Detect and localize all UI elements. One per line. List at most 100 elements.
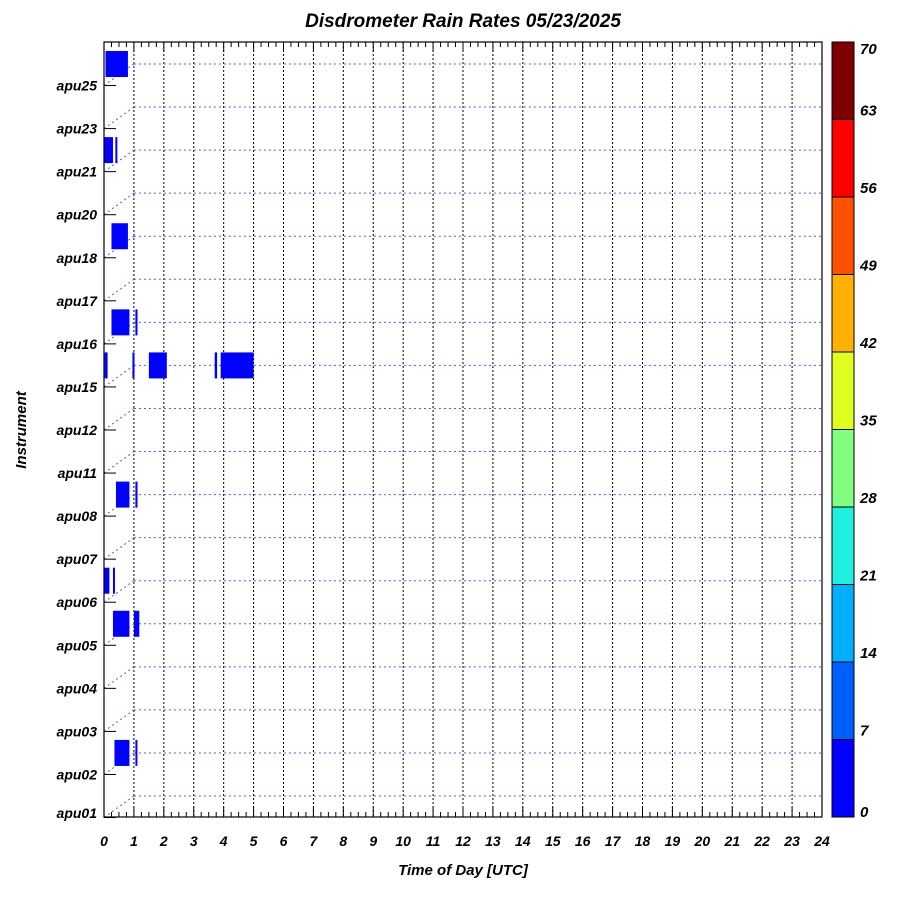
y-tick-label: apu08 (57, 508, 98, 524)
rain-event-bar (135, 739, 138, 766)
x-tick-label: 18 (635, 833, 651, 849)
colorbar-segment (832, 197, 854, 275)
grid-line-horizontal-lead (103, 106, 135, 129)
x-tick-label: 9 (369, 833, 377, 849)
rain-event-bar (111, 223, 128, 250)
colorbar-segment (832, 352, 854, 430)
rain-event-bar (111, 309, 130, 336)
y-tick-label: apu05 (57, 637, 98, 653)
rain-event-bar (105, 51, 128, 77)
colorbar-tick-label: 14 (860, 645, 877, 662)
x-tick-label: 22 (753, 833, 770, 849)
colorbar-segment (832, 584, 854, 662)
grid-line-horizontal-lead (103, 408, 135, 431)
colorbar-segment (832, 507, 854, 585)
grid-line-horizontal-lead (103, 537, 135, 560)
grid-line-horizontal-lead (103, 235, 135, 259)
grid-line-horizontal-lead (103, 451, 135, 474)
rain-event-bar (214, 352, 218, 379)
colorbar-segment (832, 119, 854, 197)
y-tick-label: apu12 (57, 422, 98, 438)
colorbar-tick-label: 56 (860, 180, 877, 197)
colorbar-segment (832, 42, 854, 120)
rain-event-bar (148, 352, 167, 379)
x-axis-label: Time of Day [UTC] (398, 862, 529, 879)
x-tick-label: 14 (515, 833, 531, 849)
rain-event-bar (104, 352, 108, 379)
grid (103, 42, 822, 818)
rain-event-bar (115, 137, 118, 164)
y-tick-label: apu07 (57, 551, 99, 567)
grid-line-horizontal-lead (103, 709, 135, 732)
y-tick-label: apu02 (57, 766, 98, 782)
x-tick-label: 12 (455, 833, 471, 849)
rain-event-bar (112, 610, 130, 637)
colorbar-tick-label: 49 (859, 258, 877, 275)
y-tick-label: apu16 (57, 336, 98, 352)
y-tick-label: apu06 (57, 594, 98, 610)
y-tick-label: apu21 (57, 164, 98, 180)
y-tick-label: apu15 (57, 379, 98, 395)
colorbar-segment (832, 274, 854, 352)
colorbar-tick-label: 7 (860, 723, 869, 740)
y-tick-label: apu23 (57, 121, 98, 137)
x-tick-label: 24 (813, 833, 830, 849)
chart-title: Disdrometer Rain Rates 05/23/2025 (305, 11, 621, 32)
x-tick-label: 2 (159, 833, 168, 849)
colorbar-tick-label: 28 (859, 490, 877, 507)
rain-event-bar (135, 481, 138, 508)
y-tick-label: apu18 (57, 250, 98, 266)
y-axis-ticks: apu01 apu02 apu03 apu04 apu05 apu06 apu07 apu08… (57, 78, 116, 821)
colorbar-tick-label: 63 (860, 103, 877, 120)
rain-event-bar (115, 481, 130, 508)
rain-event-bar (112, 567, 115, 594)
grid-line-horizontal-lead (103, 192, 135, 216)
y-tick-label: apu01 (57, 805, 98, 821)
grid-line-horizontal-lead (103, 63, 135, 86)
y-tick-label: apu17 (57, 293, 99, 309)
colorbar-segment (832, 429, 854, 507)
y-tick-label: apu25 (57, 78, 98, 94)
grid-line-horizontal-lead (103, 365, 135, 388)
rain-event-bar (220, 352, 254, 379)
x-tick-label: 5 (250, 833, 258, 849)
x-tick-label: 4 (219, 833, 228, 849)
grid-line-horizontal-lead (103, 666, 135, 689)
x-tick-label: 8 (339, 833, 347, 849)
grid-line-horizontal-lead (103, 580, 135, 603)
y-tick-label: apu20 (57, 207, 98, 223)
grid-line-horizontal-lead (103, 149, 135, 173)
grid-line-horizontal-lead (103, 278, 135, 302)
colorbar: 0 7 14 21 28 35 42 49 56 63 70 (831, 41, 877, 821)
colorbar-tick-label: 21 (859, 568, 877, 585)
colorbar-segment (832, 739, 854, 817)
colorbar-frame (831, 41, 855, 818)
grid-line-horizontal-lead (103, 795, 135, 818)
colorbar-tick-label: 42 (859, 335, 877, 352)
plot-frame (103, 41, 823, 818)
y-tick-label: apu04 (57, 680, 98, 696)
rain-event-bar (133, 610, 140, 637)
colorbar-segment (832, 662, 854, 740)
x-tick-label: 3 (190, 833, 198, 849)
x-tick-label: 16 (575, 833, 591, 849)
x-tick-label: 11 (426, 833, 441, 849)
x-tick-label: 13 (485, 833, 501, 849)
rain-event-bar (135, 309, 138, 336)
colorbar-tick-label: 35 (860, 413, 877, 430)
rain-event-bar (104, 567, 110, 594)
x-tick-label: 15 (545, 833, 561, 849)
rain-event-bar (132, 352, 135, 379)
x-tick-label: 17 (605, 833, 622, 849)
x-tick-label: 0 (100, 833, 108, 849)
x-tick-label: 20 (694, 833, 711, 849)
y-tick-label: apu11 (58, 465, 98, 481)
x-axis-ticks: 0 1 2 3 4 5 6 7 8 9 10 11 12 13 14 15 16 17 18 19 20 21 22 23 24 (100, 42, 830, 849)
x-tick-label: 19 (665, 833, 681, 849)
x-tick-label: 10 (395, 833, 411, 849)
x-tick-label: 6 (280, 833, 288, 849)
x-tick-label: 7 (310, 833, 319, 849)
rain-event-bar (104, 137, 113, 164)
x-tick-label: 1 (130, 833, 138, 849)
